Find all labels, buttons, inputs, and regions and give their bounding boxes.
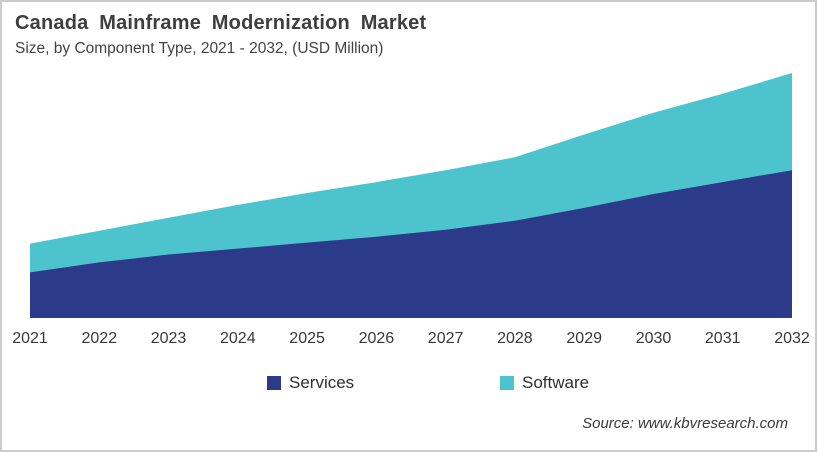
x-axis-label-2021: 2021: [12, 330, 48, 347]
legend-item-software: Software: [500, 373, 589, 393]
x-axis-label-2029: 2029: [566, 330, 602, 347]
legend-label: Services: [289, 373, 355, 392]
legend-marker-software: [500, 376, 514, 390]
x-axis-label-2023: 2023: [151, 330, 187, 347]
x-axis-label-2032: 2032: [774, 330, 810, 347]
x-axis-label-2031: 2031: [705, 330, 741, 347]
legend-marker-services: [267, 376, 281, 390]
chart-legend: Services Software: [2, 373, 815, 395]
x-axis-label-2030: 2030: [636, 330, 672, 347]
chart-title: Canada Mainframe Modernization Market: [15, 12, 427, 34]
chart-subtitle: Size, by Component Type, 2021 - 2032, (U…: [15, 40, 384, 57]
x-axis-label-2026: 2026: [359, 330, 395, 347]
x-axis-label-2024: 2024: [220, 330, 256, 347]
x-axis-label-2022: 2022: [82, 330, 118, 347]
legend-item-services: Services: [267, 373, 354, 393]
chart-header: Canada Mainframe Modernization Market Si…: [15, 12, 426, 58]
x-axis-label-2025: 2025: [289, 330, 325, 347]
x-axis-label-2028: 2028: [497, 330, 533, 347]
x-axis-label-2027: 2027: [428, 330, 464, 347]
services-area: [30, 170, 792, 318]
legend-label: Software: [522, 373, 590, 392]
source-text: Source: www.kbvresearch.com: [582, 415, 788, 432]
